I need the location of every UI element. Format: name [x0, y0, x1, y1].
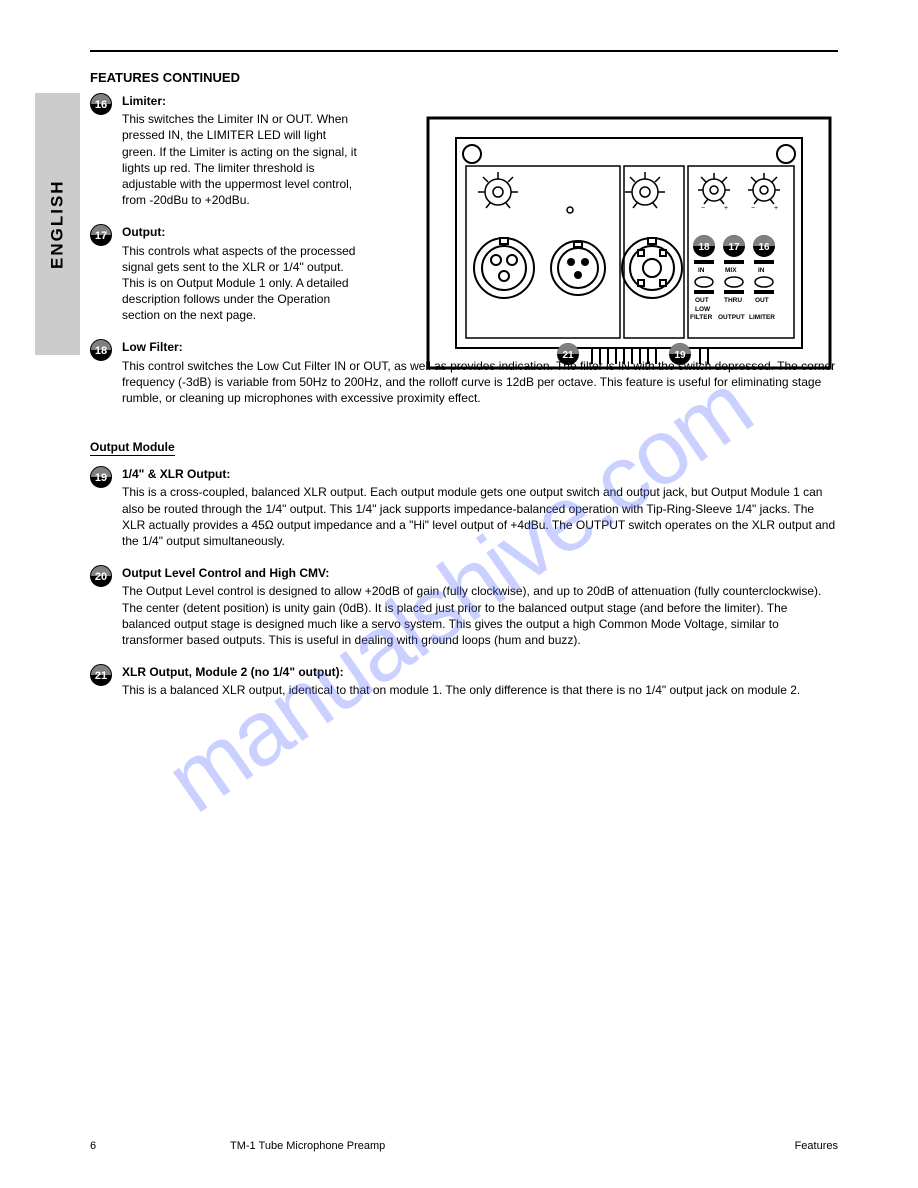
title-19: 1/4" & XLR Output: [122, 466, 838, 482]
output-module-heading: Output Module [90, 440, 175, 456]
text-17: This controls what aspects of the proces… [122, 244, 355, 323]
marker-21: 21 [90, 664, 112, 686]
text-21: This is a balanced XLR output, identical… [122, 683, 800, 697]
feature-18: 18 Low Filter: This control switches the… [90, 339, 838, 406]
footer: 6 TM-1 Tube Microphone Preamp Features [90, 1140, 838, 1152]
title-16: Limiter: [122, 93, 362, 109]
text-20: The Output Level control is designed to … [122, 584, 821, 647]
footer-product: TM-1 Tube Microphone Preamp [230, 1140, 795, 1152]
title-21: XLR Output, Module 2 (no 1/4" output): [122, 664, 838, 680]
feature-17: 17 Output: This controls what aspects of… [90, 224, 838, 323]
marker-18: 18 [90, 339, 112, 361]
marker-16: 16 [90, 93, 112, 115]
title-18: Low Filter: [122, 339, 838, 355]
content-area: FEATURES CONTINUED [90, 70, 838, 698]
footer-section: Features [795, 1140, 838, 1152]
header-rule [90, 50, 838, 52]
feature-19: 19 1/4" & XLR Output: This is a cross-co… [90, 466, 838, 549]
feature-21: 21 XLR Output, Module 2 (no 1/4" output)… [90, 664, 838, 698]
language-tab: ENGLISH [35, 93, 80, 355]
page: ENGLISH FEATURES CONTINUED [0, 0, 918, 1188]
text-19: This is a cross-coupled, balanced XLR ou… [122, 485, 835, 548]
feature-20: 20 Output Level Control and High CMV: Th… [90, 565, 838, 648]
section-heading: FEATURES CONTINUED [90, 70, 838, 85]
marker-20: 20 [90, 565, 112, 587]
text-16: This switches the Limiter IN or OUT. Whe… [122, 112, 357, 207]
text-18: This control switches the Low Cut Filter… [122, 359, 835, 405]
page-number: 6 [90, 1140, 120, 1152]
title-17: Output: [122, 224, 362, 240]
feature-16: 16 Limiter: This switches the Limiter IN… [90, 93, 838, 208]
marker-19: 19 [90, 466, 112, 488]
marker-17: 17 [90, 224, 112, 246]
title-20: Output Level Control and High CMV: [122, 565, 838, 581]
